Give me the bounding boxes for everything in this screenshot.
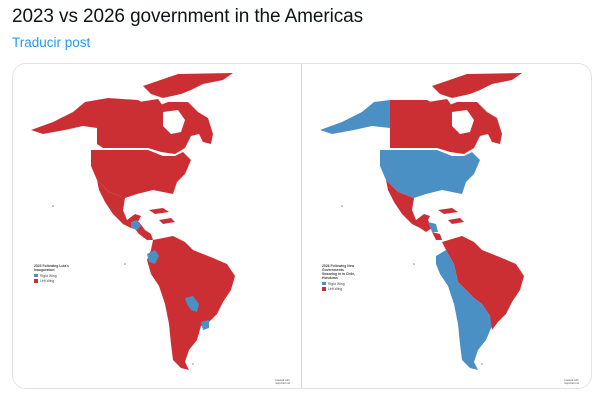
legend-label: Right Wing (40, 273, 57, 278)
americas-map-2023 (31, 73, 235, 370)
legend-2026: 2026 Following New Governments Swearing … (322, 264, 358, 291)
panel-divider (301, 64, 302, 388)
legend-item-left-wing: Left Wing (322, 287, 358, 291)
legend-title: 2026 Following New Governments Swearing … (322, 264, 356, 280)
legend-item-left-wing: Left Wing (34, 279, 70, 283)
media-card: 2023 Following Lula's Inauguration Right… (12, 63, 592, 389)
legend-item-right-wing: Right Wing (322, 282, 358, 286)
legend-item-right-wing: Right Wing (34, 274, 70, 278)
translate-post-link[interactable]: Traducir post (12, 35, 91, 50)
americas-map-2026 (320, 73, 524, 370)
map-credit: Created with mapchart.net (564, 379, 580, 385)
legend-2023: 2023 Following Lula's Inauguration Right… (34, 264, 70, 283)
left-wing-swatch (322, 287, 326, 291)
map-2023[interactable]: 2023 Following Lula's Inauguration Right… (13, 64, 301, 388)
legend-label: Right Wing (328, 281, 345, 286)
legend-label: Left Wing (328, 287, 343, 291)
map-credit: Created with mapchart.net (275, 379, 291, 385)
legend-title: 2023 Following Lula's Inauguration (34, 264, 69, 272)
right-wing-swatch (34, 273, 38, 278)
post-title: 2023 vs 2026 government in the Americas (12, 6, 363, 27)
legend-label: Left Wing (40, 279, 55, 283)
map-2026[interactable]: 2026 Following New Governments Swearing … (302, 64, 590, 388)
left-wing-swatch (34, 279, 38, 283)
right-wing-swatch (322, 281, 326, 286)
